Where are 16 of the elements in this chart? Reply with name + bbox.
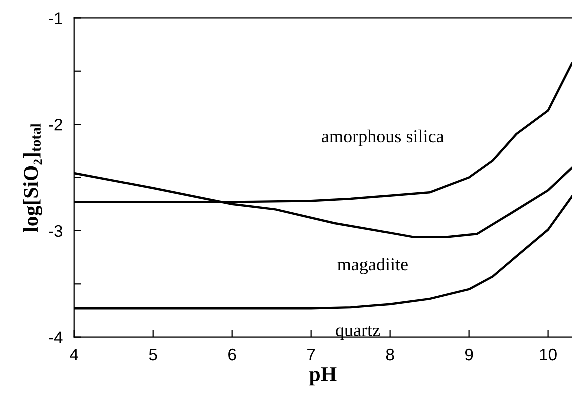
x-axis-title: pH (310, 368, 337, 386)
y-axis-title: log[SiO₂]$_{total}$ (24, 124, 43, 232)
x-tick-label: 5 (149, 349, 158, 361)
y-tick-label: -4 (49, 332, 63, 344)
x-tick-label: 10 (540, 348, 557, 361)
x-tick-label: 4 (70, 349, 79, 361)
y-tick-label: -1 (49, 12, 62, 24)
y-tick-label: -3 (49, 225, 63, 238)
text: amorphous silica (322, 130, 444, 146)
series-label: magadiite (338, 258, 408, 274)
x-tick-label: 6 (228, 348, 236, 361)
x-tick-label: 7 (308, 349, 316, 361)
x-tick-label: 8 (386, 348, 394, 361)
series-label: quartz (336, 326, 380, 340)
x-tick-label: 9 (465, 348, 474, 361)
y-tick-label: -2 (49, 118, 62, 131)
